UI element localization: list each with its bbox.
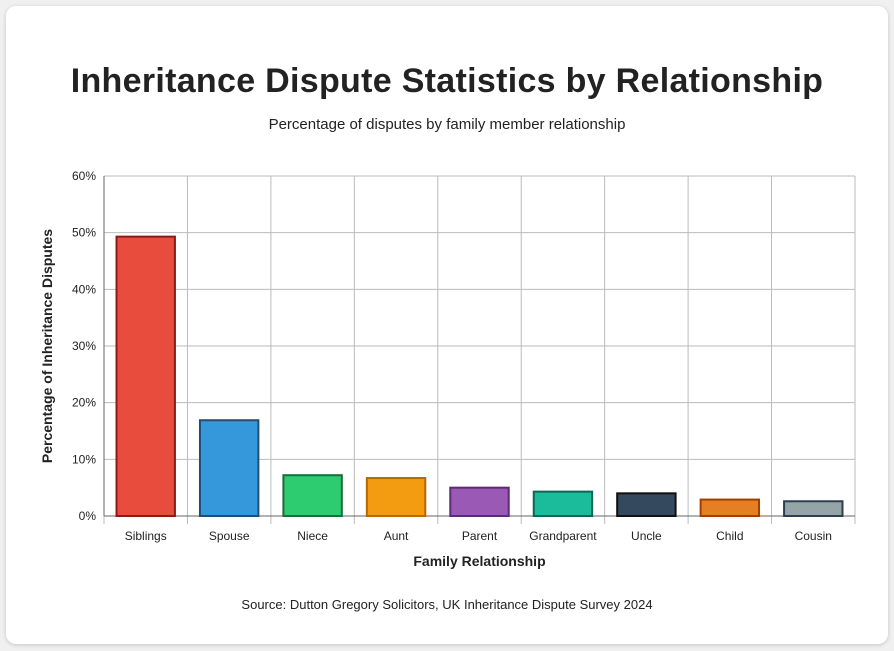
x-tick-label: Parent: [462, 529, 498, 543]
bar-siblings: [115, 235, 176, 517]
y-tick-label: 60%: [72, 169, 96, 183]
bar-parent: [449, 486, 510, 517]
x-tick-label: Niece: [297, 529, 328, 543]
x-tick-label: Spouse: [209, 529, 250, 543]
bar-spouse: [198, 419, 260, 518]
x-axis-title: Family Relationship: [413, 553, 545, 569]
x-tick-label: Cousin: [795, 529, 832, 543]
chart-subtitle: Percentage of disputes by family member …: [268, 116, 626, 133]
x-tick-label: Siblings: [125, 529, 167, 543]
y-tick-label: 20%: [72, 396, 96, 410]
chart-source: Source: Dutton Gregory Solicitors, UK In…: [241, 597, 653, 612]
bar-uncle: [616, 492, 677, 518]
y-tick-label: 0%: [79, 509, 97, 523]
x-tick-label: Uncle: [631, 529, 662, 543]
x-tick-label: Aunt: [384, 529, 409, 543]
bar-niece: [282, 474, 343, 518]
y-tick-label: 10%: [72, 452, 96, 466]
bar-aunt: [365, 477, 427, 517]
bar-grandparent: [532, 490, 594, 517]
x-tick-label: Grandparent: [529, 529, 597, 543]
bar-child: [699, 498, 761, 518]
y-tick-label: 30%: [72, 339, 96, 353]
y-tick-label: 50%: [72, 226, 96, 240]
bar-cousin: [783, 500, 844, 517]
y-axis-title: Percentage of Inheritance Disputes: [39, 229, 55, 463]
x-tick-label: Child: [716, 529, 743, 543]
y-tick-label: 40%: [72, 282, 96, 296]
chart-title: Inheritance Dispute Statistics by Relati…: [70, 62, 824, 100]
